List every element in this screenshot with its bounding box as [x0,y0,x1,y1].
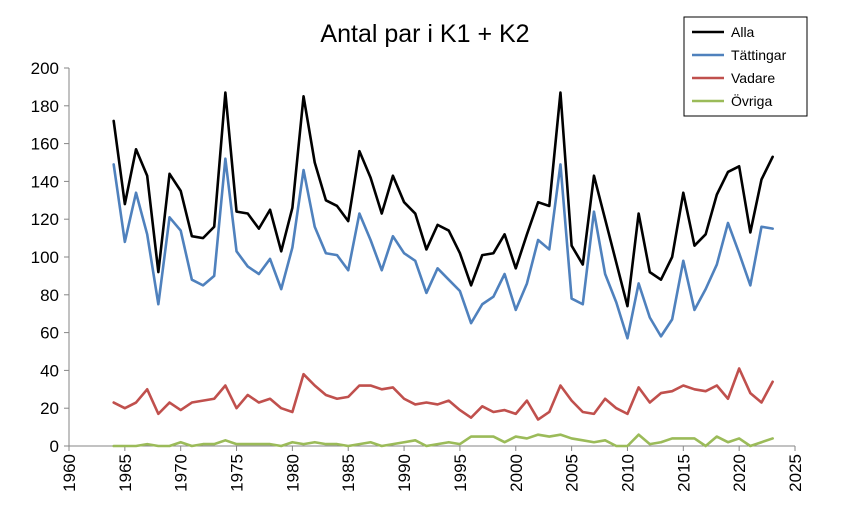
x-tick-label: 2020 [730,454,749,492]
y-tick-label: 40 [40,361,59,380]
series-line-övriga [112,433,774,448]
x-tick-label: 1975 [228,454,247,492]
y-tick-label: 80 [40,286,59,305]
x-tick-label: 1970 [172,454,191,492]
x-tick-label: 2025 [786,454,805,492]
x-tick-label: 1965 [116,454,135,492]
legend-box [683,16,808,117]
x-tick-label: 2005 [563,454,582,492]
x-tick-label: 2000 [507,454,526,492]
legend-label: Tättingar [731,47,787,63]
series-line-alla [112,91,774,308]
y-tick-label: 160 [31,135,59,154]
y-tick-label: 120 [31,210,59,229]
x-tick-label: 1985 [339,454,358,492]
y-tick-label: 20 [40,399,59,418]
legend-label: Övriga [731,92,772,109]
series-line-vadare [112,367,774,421]
series-layer [112,91,774,448]
y-tick-label: 180 [31,97,59,116]
x-tick-label: 2010 [618,454,637,492]
y-tick-label: 100 [31,248,59,267]
legend-label: Alla [731,24,755,40]
legend: Alla Tättingar Vadare Övriga [683,16,808,117]
x-tick-label: 1995 [451,454,470,492]
x-tick-label: 1990 [395,454,414,492]
x-tick-label: 1960 [60,454,79,492]
series-line-tättingar [112,157,774,340]
y-tick-label: 140 [31,172,59,191]
y-tick-label: 200 [31,59,59,78]
chart-title: Antal par i K1 + K2 [320,20,529,48]
y-tick-label: 60 [40,324,59,343]
axes: 0 20 40 60 80 100 120 140 160 180 200 1960 1965 1970 1… [31,59,805,492]
x-tick-label: 2015 [674,454,693,492]
legend-label: Vadare [731,70,775,86]
y-tick-label: 0 [50,437,59,456]
x-tick-label: 1980 [283,454,302,492]
